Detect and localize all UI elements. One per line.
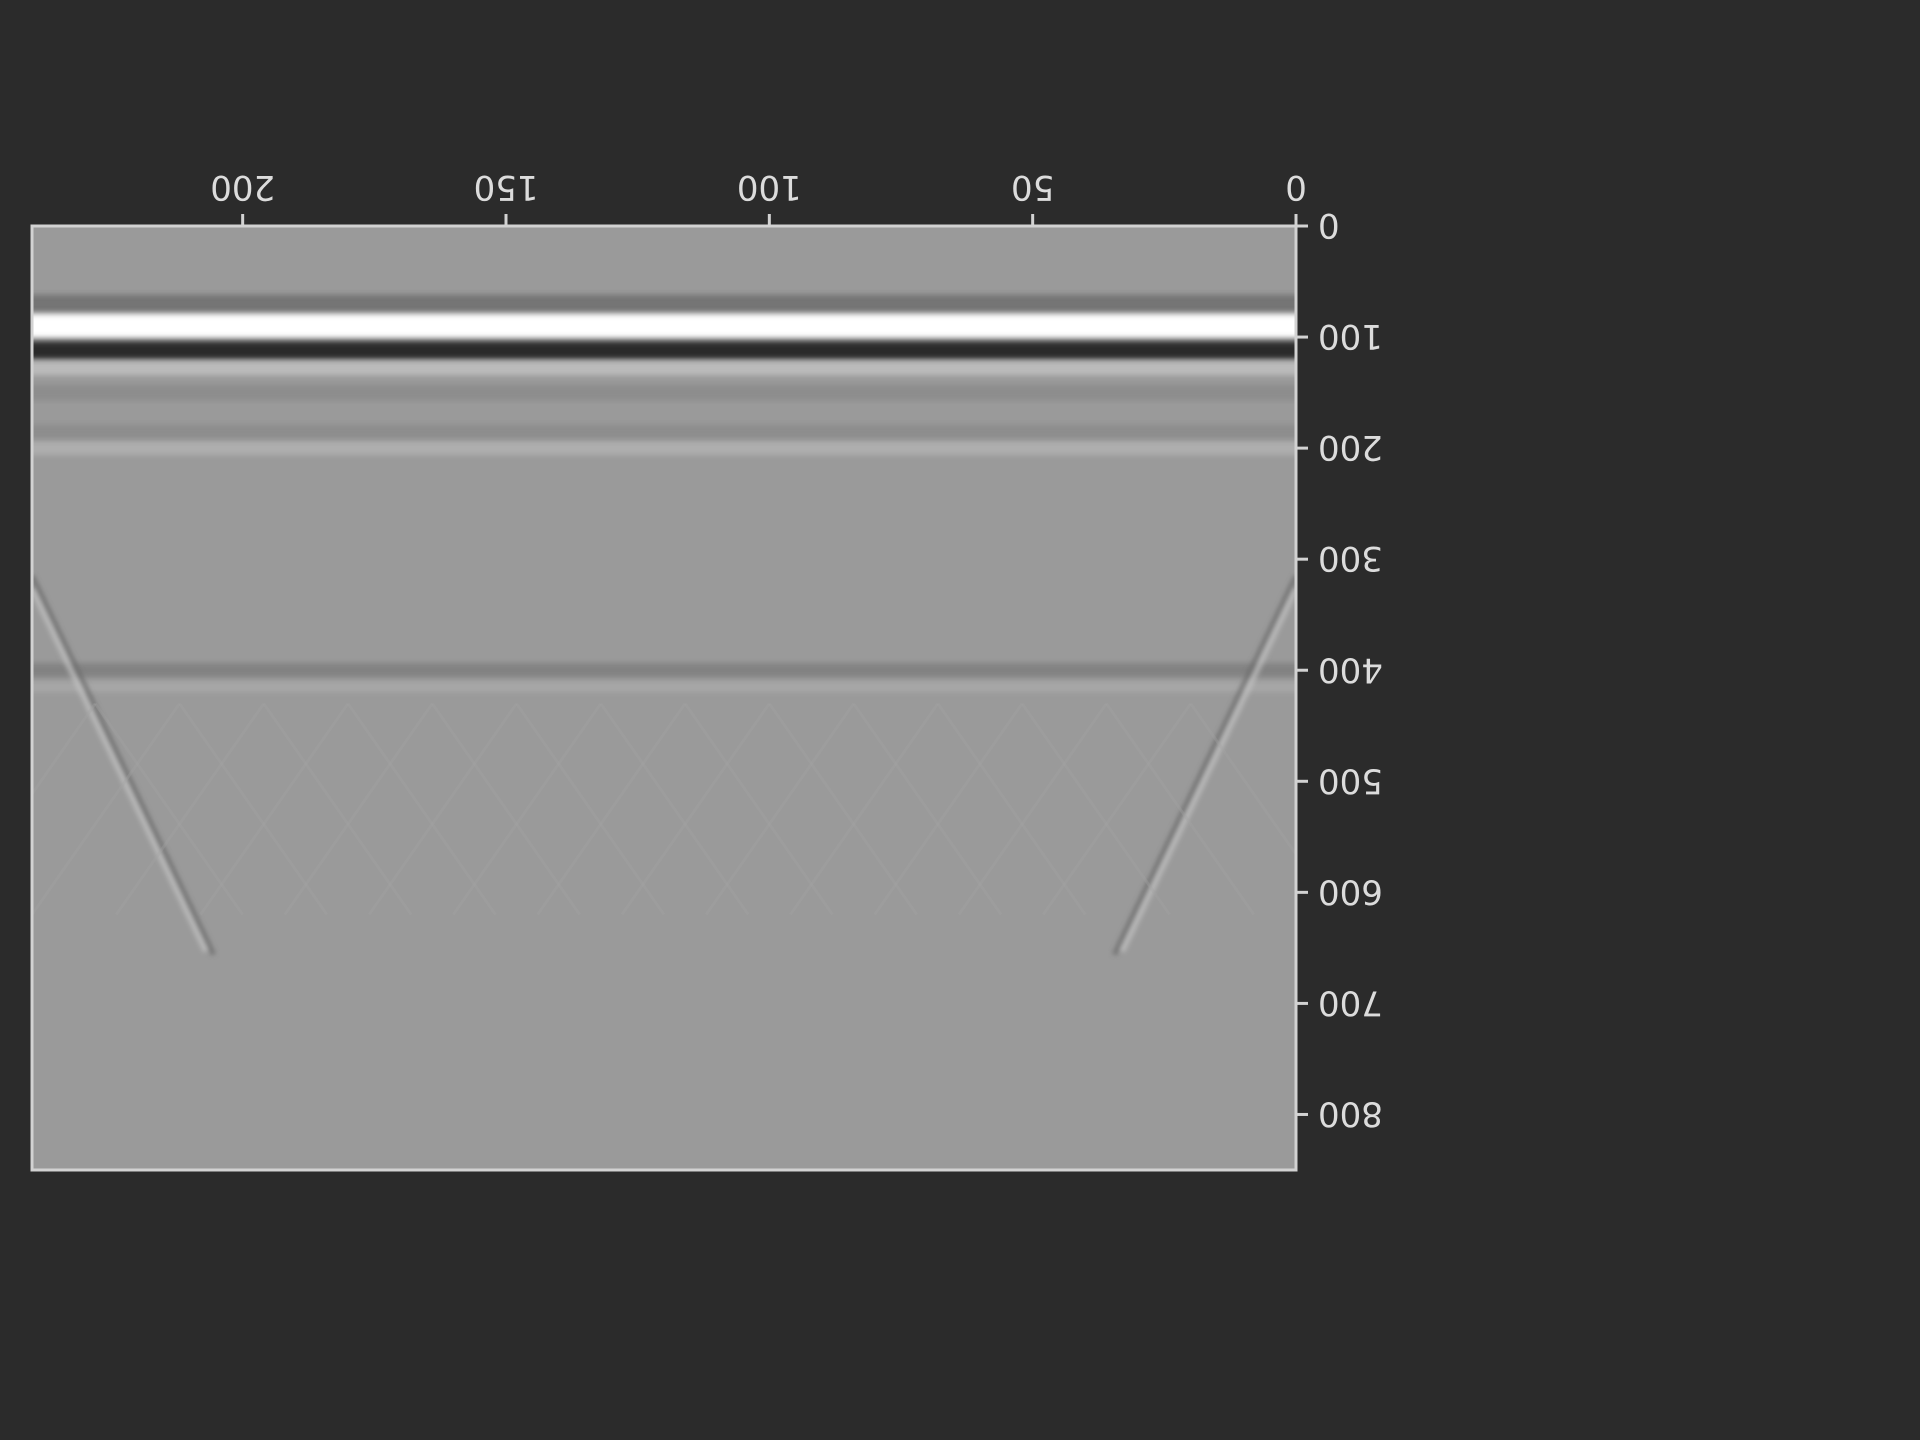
- direct-wave-tail: [32, 385, 1296, 401]
- ground-reflector-light: [32, 682, 1296, 692]
- x-tick-label: 50: [1011, 167, 1054, 207]
- y-tick-label: 800: [1318, 1093, 1383, 1133]
- shallow-reflector-shadow: [32, 424, 1296, 438]
- ground-reflector: [32, 663, 1296, 677]
- heatmap-image: [0, 226, 1338, 1170]
- direct-wave-halo-high: [32, 361, 1296, 375]
- y-tick-label: 400: [1318, 649, 1383, 689]
- y-tick-label: 500: [1318, 760, 1383, 800]
- x-tick-label: 150: [474, 167, 539, 207]
- x-tick-label: 100: [737, 167, 802, 207]
- direct-wave-halo-low: [32, 295, 1296, 313]
- y-axis: 0 100 200 300 400 500 600 700 800: [1296, 205, 1383, 1133]
- y-tick-label: 600: [1318, 871, 1383, 911]
- y-tick-label: 100: [1318, 316, 1383, 356]
- shallow-reflector: [32, 441, 1296, 455]
- y-tick-label: 700: [1318, 982, 1383, 1022]
- rotated-plot-group: 0 50 100 150 200 0 100 200 300 400 500 600 700 800: [0, 167, 1383, 1170]
- y-tick-label: 300: [1318, 538, 1383, 578]
- direct-wave-bright: [32, 314, 1296, 338]
- y-tick-label: 0: [1318, 205, 1340, 245]
- x-tick-label: 0: [1285, 167, 1307, 207]
- x-axis: 0 50 100 150 200: [210, 167, 1307, 226]
- direct-wave-dark: [32, 341, 1296, 359]
- y-tick-label: 200: [1318, 427, 1383, 467]
- x-tick-label: 200: [210, 167, 275, 207]
